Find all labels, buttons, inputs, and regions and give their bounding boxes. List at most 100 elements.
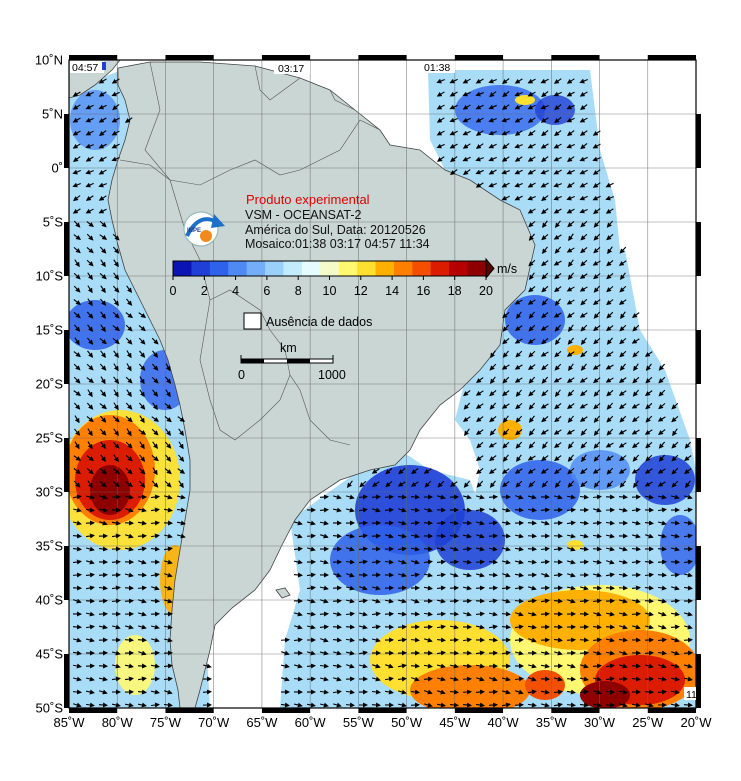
- wind-vector-arrow: [475, 143, 484, 149]
- wind-vector-arrow: [111, 598, 121, 604]
- wind-vector-arrow: [163, 598, 173, 604]
- wind-vector-arrow: [514, 117, 523, 123]
- wind-vector-arrow: [657, 689, 667, 695]
- wind-vector-arrow: [554, 130, 562, 137]
- wind-vector-arrow: [528, 441, 536, 449]
- wind-vector-arrow: [632, 624, 641, 630]
- wind-vector-arrow: [542, 220, 548, 229]
- wind-vector-arrow: [515, 389, 522, 397]
- wind-vector-arrow: [99, 363, 107, 371]
- wind-vector-arrow: [606, 325, 614, 332]
- wind-vector-arrow: [178, 441, 184, 450]
- wind-vector-arrow: [359, 585, 368, 591]
- wind-vector-arrow: [307, 650, 316, 656]
- wind-vector-arrow: [670, 676, 680, 682]
- wind-vector-arrow: [502, 78, 510, 85]
- wind-vector-arrow: [541, 376, 549, 384]
- wind-vector-arrow: [152, 350, 159, 358]
- wind-vector-arrow: [424, 480, 432, 488]
- wind-vector-arrow: [411, 559, 420, 565]
- wind-vector-arrow: [644, 611, 654, 617]
- wind-vector-arrow: [436, 663, 446, 669]
- wind-vector-arrow: [488, 611, 498, 617]
- wind-vector-arrow: [152, 441, 158, 450]
- wind-vector-arrow: [501, 117, 510, 123]
- wind-vector-arrow: [527, 338, 536, 344]
- wind-vector-arrow: [126, 285, 132, 294]
- wind-vector-arrow: [605, 585, 615, 591]
- wind-vector-arrow: [319, 520, 329, 526]
- wind-vector-arrow: [345, 533, 355, 539]
- wind-vector-arrow: [73, 455, 82, 461]
- wind-vector-arrow: [73, 468, 81, 475]
- wind-vector-arrow: [139, 389, 145, 398]
- wind-vector-arrow: [554, 442, 562, 449]
- wind-vector-arrow: [528, 259, 536, 267]
- wind-vector-arrow: [137, 533, 147, 539]
- wind-vector-arrow: [514, 559, 524, 565]
- wind-vector-arrow: [98, 572, 108, 578]
- wind-vector-arrow: [580, 390, 588, 397]
- wind-vector-arrow: [644, 494, 654, 500]
- wind-vector-arrow: [125, 454, 133, 462]
- logo-text: INPE: [187, 228, 201, 234]
- wind-vector-arrow: [86, 363, 94, 371]
- wind-vector-arrow: [306, 676, 316, 682]
- wind-vector-arrow: [475, 403, 484, 409]
- wind-vector-arrow: [151, 585, 160, 591]
- wind-vector-arrow: [514, 507, 524, 513]
- wind-vector-arrow: [124, 546, 134, 552]
- wind-vector-arrow: [74, 441, 80, 450]
- wind-vector-arrow: [385, 663, 394, 669]
- wind-vector-arrow: [658, 429, 666, 436]
- wind-vector-arrow: [98, 676, 108, 682]
- wind-vector-arrow: [502, 441, 510, 449]
- wind-vector-arrow: [176, 520, 186, 526]
- wind-vector-arrow: [176, 494, 186, 500]
- wind-vector-arrow: [554, 246, 562, 254]
- wind-vector-arrow: [371, 481, 380, 487]
- wind-vector-arrow: [98, 195, 107, 201]
- wind-vector-arrow: [579, 117, 588, 123]
- wind-vector-arrow: [87, 285, 93, 294]
- wind-vector-arrow: [605, 520, 615, 526]
- wind-vector-arrow: [85, 143, 94, 149]
- wind-vector-arrow: [631, 585, 641, 591]
- wind-vectors: [72, 78, 693, 708]
- wind-vector-arrow: [540, 663, 550, 669]
- wind-vector-arrow: [502, 689, 511, 695]
- wind-vector-arrow: [592, 182, 601, 188]
- wind-vector-arrow: [488, 143, 497, 149]
- wind-vector-arrow: [150, 689, 160, 695]
- wind-vector-arrow: [72, 676, 82, 682]
- wind-vector-arrow: [670, 702, 680, 708]
- wind-vector-arrow: [605, 208, 614, 214]
- pass-time-3: 01:38: [424, 62, 450, 74]
- wind-vector-arrow: [490, 350, 496, 359]
- wind-vector-arrow: [683, 533, 693, 539]
- wind-vector-arrow: [476, 480, 484, 488]
- wind-vector-arrow: [98, 143, 107, 149]
- wind-vector-arrow: [423, 663, 433, 669]
- wind-vector-arrow: [98, 546, 108, 552]
- wind-vector-arrow: [619, 285, 627, 293]
- wind-vector-arrow: [527, 182, 536, 188]
- wind-vector-arrow: [85, 195, 94, 201]
- wind-vector-arrow: [449, 533, 459, 539]
- wind-vector-arrow: [553, 260, 562, 266]
- wind-vector-arrow: [568, 363, 574, 372]
- wind-vector-arrow: [319, 689, 329, 695]
- wind-vector-arrow: [293, 572, 303, 578]
- wind-vector-arrow: [488, 572, 498, 578]
- wind-vector-arrow: [553, 546, 563, 552]
- wind-vector-arrow: [528, 286, 536, 293]
- wind-vector-arrow: [449, 611, 459, 617]
- wind-vector-arrow: [541, 233, 549, 241]
- wind-vector-arrow: [605, 572, 615, 578]
- wind-vector-arrow: [72, 104, 81, 110]
- wind-vector-arrow: [553, 312, 562, 318]
- wind-vector-arrow: [670, 598, 680, 604]
- wind-vector-arrow: [150, 546, 160, 552]
- wind-vector-arrow: [683, 702, 693, 708]
